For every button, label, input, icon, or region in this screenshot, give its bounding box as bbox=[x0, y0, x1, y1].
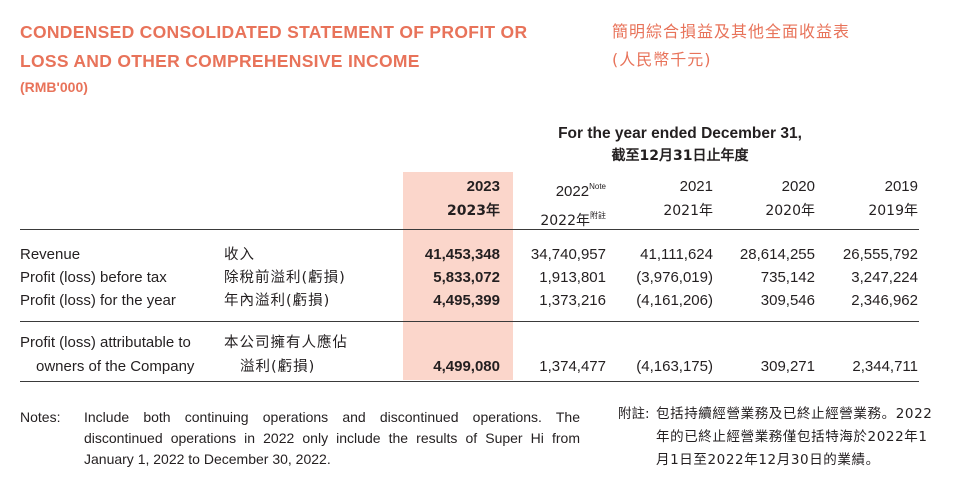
row-label-attributable-zh-line2: 溢利(虧損) bbox=[240, 359, 316, 375]
cell-pbt-2022: 1,913,801 bbox=[539, 269, 606, 286]
row-label-revenue: Revenue bbox=[20, 246, 81, 263]
row-label-profit-before-tax: Profit (loss) before tax bbox=[20, 269, 167, 286]
statement-title: CONDENSED CONSOLIDATED STATEMENT OF PROF… bbox=[20, 18, 600, 98]
title-line-1: CONDENSED CONSOLIDATED STATEMENT OF PROF… bbox=[20, 22, 528, 42]
period-header: For the year ended December 31, 截至12月31日… bbox=[470, 122, 890, 168]
year-header-2022: 2022Note 2022年附註 bbox=[540, 182, 606, 229]
cell-attrib-2022: 1,374,477 bbox=[539, 358, 606, 375]
cell-pfy-2019: 2,346,962 bbox=[851, 292, 918, 309]
cell-pbt-2020: 735,142 bbox=[760, 269, 815, 286]
note-marker-zh: 附註 bbox=[590, 211, 606, 220]
row-label-profit-for-year: Profit (loss) for the year bbox=[20, 292, 176, 309]
title-zh-text: 簡明綜合損益及其他全面收益表 bbox=[612, 22, 851, 41]
notes-text-zh: 包括持續經營業務及已終止經營業務。2022年的已終止經營業務僅包括特海於2022… bbox=[656, 406, 933, 468]
cell-attrib-2021: (4,163,175) bbox=[636, 358, 713, 375]
row-label-profit-before-tax-zh: 除稅前溢利(虧損) bbox=[224, 270, 346, 286]
notes-text: Include both continuing operations and d… bbox=[84, 409, 580, 467]
cell-revenue-2022: 34,740,957 bbox=[530, 246, 606, 263]
cell-revenue-2021: 41,111,624 bbox=[640, 246, 713, 263]
row-label-attributable-zh-line1: 本公司擁有人應佔 bbox=[224, 335, 348, 351]
period-zh: 截至12月31日止年度 bbox=[611, 148, 749, 164]
cell-attrib-2023: 4,499,080 bbox=[433, 358, 500, 375]
row-label-attributable-line1: Profit (loss) attributable to bbox=[20, 334, 191, 351]
row-label-revenue-zh: 收入 bbox=[224, 247, 255, 263]
cell-attrib-2020: 309,271 bbox=[760, 358, 815, 375]
cell-attrib-2019: 2,344,711 bbox=[852, 358, 918, 375]
year-header-2023: 2023 2023年 bbox=[447, 178, 500, 219]
year-header-2021: 2021 2021年 bbox=[663, 178, 713, 219]
cell-revenue-2019: 26,555,792 bbox=[842, 246, 918, 263]
section-rule bbox=[20, 321, 919, 322]
cell-pfy-2022: 1,373,216 bbox=[539, 292, 606, 309]
cell-pfy-2021: (4,161,206) bbox=[636, 292, 713, 309]
header-rule bbox=[20, 229, 919, 230]
cell-revenue-2023: 41,453,348 bbox=[424, 246, 500, 263]
cell-revenue-2020: 28,614,255 bbox=[739, 246, 815, 263]
unit-label-zh: (人民幣千元) bbox=[612, 50, 712, 69]
cell-pbt-2023: 5,833,072 bbox=[433, 269, 500, 286]
row-label-profit-for-year-zh: 年內溢利(虧損) bbox=[224, 293, 331, 309]
row-label-attributable-line2: owners of the Company bbox=[36, 358, 195, 375]
unit-label: (RMB'000) bbox=[20, 79, 88, 95]
current-year-highlight bbox=[403, 172, 513, 380]
cell-pbt-2021: (3,976,019) bbox=[636, 269, 713, 286]
statement-title-zh: 簡明綜合損益及其他全面收益表 (人民幣千元) bbox=[612, 18, 850, 74]
cell-pfy-2020: 309,546 bbox=[760, 292, 815, 309]
year-header-2019: 2019 2019年 bbox=[868, 178, 918, 219]
notes-label: Notes: bbox=[20, 409, 61, 425]
cell-pbt-2019: 3,247,224 bbox=[851, 269, 918, 286]
table-bottom-rule bbox=[20, 381, 919, 382]
note-marker: Note bbox=[589, 182, 606, 191]
notes-label-zh: 附註: bbox=[618, 406, 650, 422]
period-en: For the year ended December 31, bbox=[558, 125, 802, 142]
title-line-2: LOSS AND OTHER COMPREHENSIVE INCOME bbox=[20, 51, 420, 71]
year-header-2020: 2020 2020年 bbox=[765, 178, 815, 219]
cell-pfy-2023: 4,495,399 bbox=[433, 292, 500, 309]
